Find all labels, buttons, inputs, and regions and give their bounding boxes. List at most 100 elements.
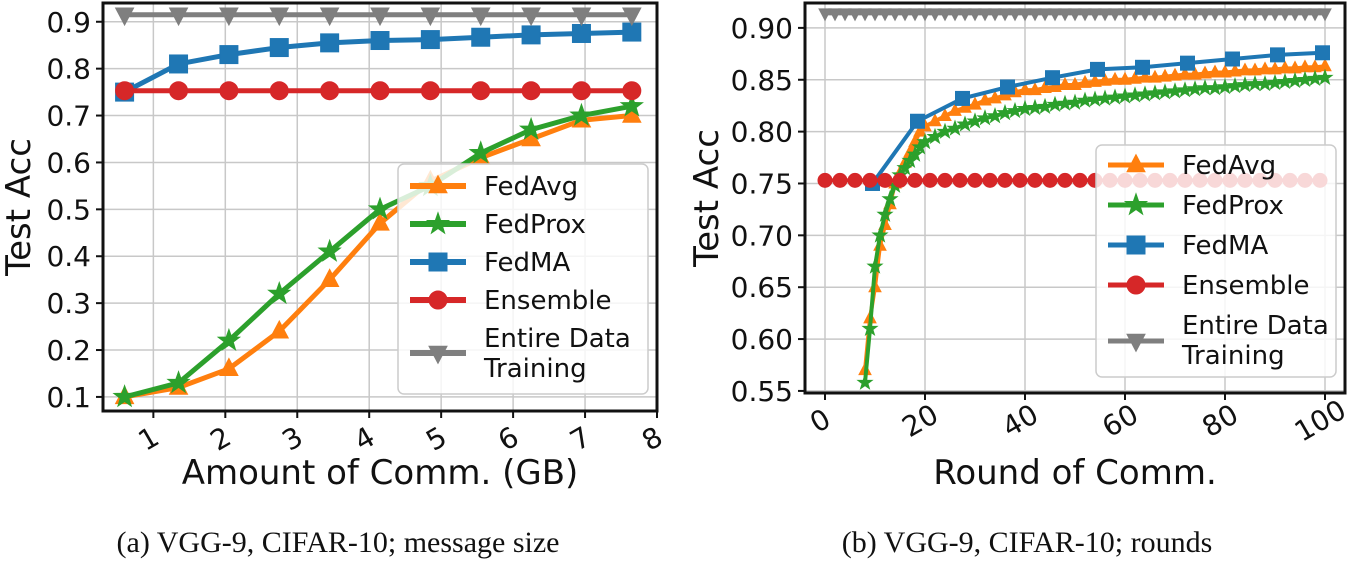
data-point-fedprox bbox=[1106, 88, 1124, 105]
data-point-fedprox bbox=[1126, 86, 1144, 103]
legend-label: Training bbox=[1181, 341, 1285, 371]
data-point-fedprox bbox=[881, 190, 899, 207]
data-point-entire-data-training bbox=[1318, 8, 1332, 22]
data-point-entire-data-training bbox=[1158, 8, 1172, 22]
legend-label: Entire Data bbox=[1182, 311, 1329, 341]
data-point-entire-data-training bbox=[1178, 8, 1192, 22]
chart-b-rounds: 0.55 0.60 0.65 0.70 0.75 0.80 0.85 0.90 0 20 40 60 8… bbox=[687, 1, 1352, 493]
data-point-ensemble bbox=[1027, 172, 1043, 188]
data-point-fedavg bbox=[1088, 73, 1102, 87]
data-point-fedavg bbox=[370, 211, 390, 231]
data-point-fedavg bbox=[1188, 66, 1202, 80]
data-point-entire-data-training bbox=[1218, 8, 1232, 22]
data-point-fedavg bbox=[1108, 71, 1122, 85]
data-point-entire-data-training bbox=[838, 8, 852, 22]
legend: FedAvg FedProx FedMA Ensemble Entire DataTra… bbox=[1095, 144, 1337, 378]
data-point-fedavg bbox=[1098, 72, 1112, 86]
data-point-fedavg bbox=[1078, 74, 1092, 88]
data-point-fedprox bbox=[112, 384, 137, 408]
data-point-fedavg bbox=[1048, 79, 1062, 93]
legend-swatch-marker bbox=[428, 252, 448, 272]
data-point-ensemble bbox=[997, 172, 1013, 188]
x-tick-label: 2 bbox=[205, 420, 237, 457]
data-point-fedavg bbox=[319, 268, 340, 287]
x-axis-label: Amount of Comm. (GB) bbox=[182, 453, 579, 493]
x-tick-label: 7 bbox=[564, 420, 596, 457]
data-point-fedavg bbox=[1138, 69, 1152, 83]
data-point-ensemble bbox=[219, 81, 239, 101]
x-tick-label: 0 bbox=[804, 402, 836, 439]
data-point-ensemble bbox=[420, 81, 440, 101]
data-point-entire-data-training bbox=[878, 8, 892, 22]
legend-label: Ensemble bbox=[1182, 271, 1310, 301]
data-point-entire-data-training bbox=[1058, 8, 1072, 22]
data-point-fedavg bbox=[1258, 61, 1272, 75]
data-point-fedavg bbox=[968, 96, 982, 110]
legend-item-fedma: FedMA bbox=[410, 248, 570, 278]
data-point-fedprox bbox=[861, 319, 879, 336]
data-point-fedavg bbox=[1058, 76, 1072, 90]
legend-label: Training bbox=[483, 354, 587, 384]
data-point-fedavg bbox=[1218, 64, 1232, 78]
data-point-entire-data-training bbox=[1308, 8, 1322, 22]
data-point-entire-data-training bbox=[818, 8, 832, 22]
y-tick-label: 0.75 bbox=[731, 167, 793, 200]
y-tick-label: 0.85 bbox=[731, 64, 793, 97]
data-point-fedprox bbox=[619, 93, 644, 117]
legend: FedAvg FedProx FedMA Ensemble Entire DataTra… bbox=[397, 163, 649, 395]
data-point-entire-data-training bbox=[928, 8, 942, 22]
data-point-fedavg bbox=[1238, 62, 1252, 76]
data-point-ensemble bbox=[471, 81, 491, 101]
data-point-entire-data-training bbox=[168, 7, 189, 27]
caption-a: (a) VGG-9, CIFAR-10; message size bbox=[117, 526, 560, 559]
legend-swatch-marker bbox=[1126, 275, 1146, 295]
x-tick-label: 8 bbox=[636, 420, 668, 457]
data-point-fedprox bbox=[1136, 85, 1154, 102]
y-tick-label: 0.5 bbox=[46, 193, 91, 226]
plot-frame bbox=[803, 1, 1347, 395]
legend-label: Entire Data bbox=[484, 324, 631, 354]
data-point-fedprox bbox=[1206, 79, 1224, 96]
y-tick-label: 0.65 bbox=[731, 271, 793, 304]
legend-item-ensemble: Ensemble bbox=[410, 286, 612, 316]
data-point-fedavg bbox=[1128, 70, 1142, 84]
data-point-fedprox bbox=[926, 127, 944, 145]
data-point-entire-data-training bbox=[1128, 8, 1142, 22]
data-point-entire-data-training bbox=[1048, 8, 1062, 22]
chart-a-message-size: 0.1 0.2 0.3 0.4 0.5 0.6 0.7 0.8 0.9 1 2 3 4 5 6 7 8 Amoun… bbox=[0, 1, 668, 493]
data-point-fedavg bbox=[958, 99, 972, 113]
y-tick-label: 0.2 bbox=[46, 334, 91, 367]
data-point-ensemble bbox=[877, 172, 893, 188]
data-point-fedprox bbox=[916, 132, 934, 150]
data-point-fedprox bbox=[1176, 81, 1194, 98]
data-point-fedprox bbox=[871, 226, 889, 243]
data-point-entire-data-training bbox=[898, 8, 912, 22]
data-point-fedprox bbox=[1006, 101, 1024, 119]
data-point-fedprox bbox=[317, 238, 342, 262]
data-point-entire-data-training bbox=[858, 8, 872, 22]
caption-b: (b) VGG-9, CIFAR-10; rounds bbox=[842, 526, 1213, 559]
data-point-entire-data-training bbox=[968, 8, 982, 22]
y-axis-label: Test Acc bbox=[0, 138, 39, 277]
data-point-entire-data-training bbox=[420, 7, 441, 27]
x-axis-label: Round of Comm. bbox=[933, 453, 1217, 493]
data-point-entire-data-training bbox=[1038, 8, 1052, 22]
data-point-ensemble bbox=[320, 81, 340, 101]
data-point-fedprox bbox=[956, 115, 974, 132]
data-point-fedma bbox=[169, 54, 189, 74]
data-point-entire-data-training bbox=[1268, 8, 1282, 22]
y-tick-label: 0.3 bbox=[46, 287, 91, 320]
x-tick-label: 40 bbox=[997, 398, 1044, 444]
data-point-entire-data-training bbox=[1198, 8, 1212, 22]
data-point-fedma bbox=[219, 45, 239, 65]
data-point-entire-data-training bbox=[1018, 8, 1032, 22]
data-point-entire-data-training bbox=[988, 8, 1002, 22]
data-point-ensemble bbox=[521, 81, 541, 101]
data-point-fedavg bbox=[978, 92, 992, 106]
data-point-fedprox bbox=[1026, 98, 1044, 116]
data-point-fedma bbox=[1045, 70, 1060, 86]
data-point-fedprox bbox=[1076, 91, 1094, 108]
legend-item-fedprox: FedProx bbox=[410, 210, 586, 240]
data-point-entire-data-training bbox=[958, 8, 972, 22]
